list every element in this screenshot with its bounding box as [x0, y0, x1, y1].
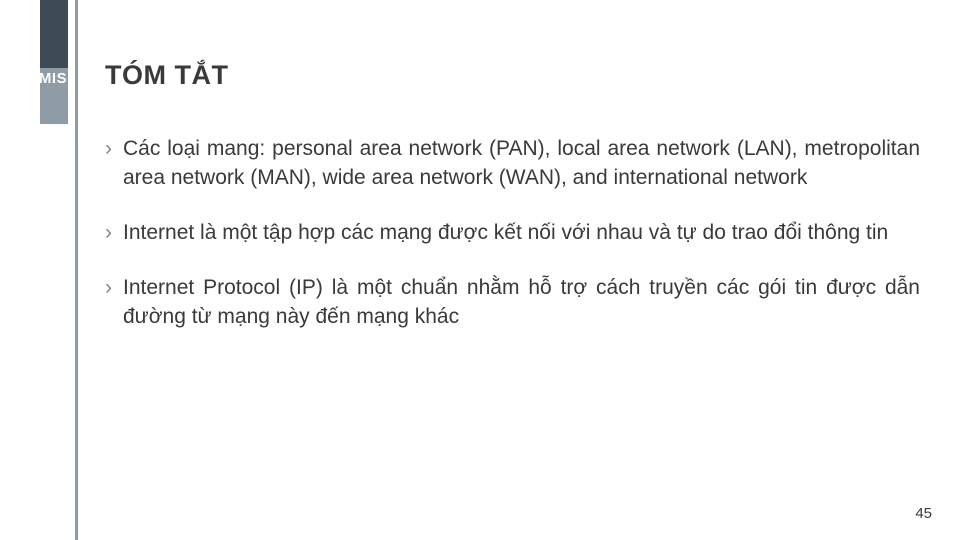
bullet-marker: ›	[105, 134, 123, 192]
list-item: › Internet là một tập hợp các mạng được …	[105, 218, 920, 247]
bullet-text: Các loại mang: personal area network (PA…	[123, 134, 920, 192]
page-number: 45	[915, 505, 932, 522]
header-band-dark	[40, 0, 68, 68]
bullet-list: › Các loại mang: personal area network (…	[105, 134, 920, 357]
slide-title: TÓM TẮT	[105, 60, 228, 91]
section-label: MIS	[25, 70, 81, 87]
list-item: › Internet Protocol (IP) là một chuẩn nh…	[105, 273, 920, 331]
bullet-marker: ›	[105, 273, 123, 331]
list-item: › Các loại mang: personal area network (…	[105, 134, 920, 192]
bullet-marker: ›	[105, 218, 123, 247]
bullet-text: Internet là một tập hợp các mạng được kế…	[123, 218, 920, 247]
bullet-text: Internet Protocol (IP) là một chuẩn nhằm…	[123, 273, 920, 331]
